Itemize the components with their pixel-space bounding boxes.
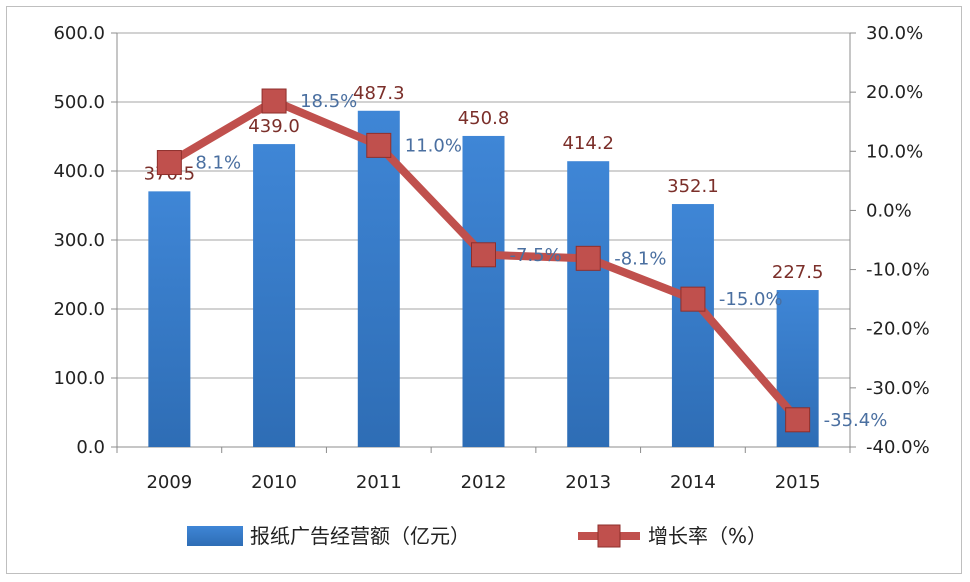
growth-rate-label: 18.5% <box>300 91 357 112</box>
x-tick-label: 2012 <box>461 472 507 493</box>
growth-rate-marker <box>261 88 287 114</box>
y-left-tick-label: 400.0 <box>53 161 105 182</box>
bar-value-label: 352.1 <box>667 176 719 197</box>
bar-value-label: 487.3 <box>353 83 405 104</box>
x-tick-label: 2011 <box>356 472 402 493</box>
x-tick-label: 2013 <box>565 472 611 493</box>
growth-rate-label: -15.0% <box>719 289 783 310</box>
bar <box>567 161 610 447</box>
legend-swatch-bar <box>187 526 243 546</box>
legend-swatch-marker <box>597 524 621 548</box>
y-left-tick-label: 600.0 <box>53 23 105 44</box>
y-right-tick-label: 0.0% <box>866 200 912 221</box>
growth-rate-label: 11.0% <box>405 135 462 156</box>
bar <box>253 144 296 447</box>
bar <box>671 204 714 447</box>
bar-value-label: 450.8 <box>458 108 510 129</box>
y-right-tick-label: 20.0% <box>866 82 923 103</box>
legend-label-bar: 报纸广告经营额（亿元） <box>250 524 470 548</box>
x-tick-label: 2015 <box>775 472 821 493</box>
x-tick-label: 2009 <box>146 472 192 493</box>
y-left-tick-label: 100.0 <box>53 368 105 389</box>
y-right-tick-label: 30.0% <box>866 23 923 44</box>
y-left-tick-label: 0.0 <box>76 437 105 458</box>
growth-rate-marker <box>471 242 496 268</box>
growth-rate-marker <box>575 245 601 271</box>
x-tick-label: 2014 <box>670 472 716 493</box>
bar <box>148 191 191 447</box>
y-left-tick-label: 500.0 <box>53 92 105 113</box>
x-tick-label: 2010 <box>251 472 297 493</box>
growth-rate-marker <box>366 132 392 158</box>
growth-rate-label: 8.1% <box>195 153 241 174</box>
growth-rate-label: -8.1% <box>614 248 666 269</box>
growth-rate-marker <box>785 407 811 433</box>
legend-label-line: 增长率（%） <box>648 524 767 548</box>
growth-rate-label: -7.5% <box>510 245 562 266</box>
y-left-tick-label: 300.0 <box>53 230 105 251</box>
growth-rate-marker <box>156 150 182 176</box>
growth-rate-marker <box>680 286 706 312</box>
bar-value-label: 439.0 <box>248 116 300 137</box>
bar-value-label: 414.2 <box>562 133 614 154</box>
y-right-tick-label: -40.0% <box>866 437 930 458</box>
y-right-tick-label: -20.0% <box>866 319 930 340</box>
y-right-tick-label: 10.0% <box>866 141 923 162</box>
growth-rate-label: -35.4% <box>824 410 888 431</box>
y-left-tick-label: 200.0 <box>53 299 105 320</box>
y-right-tick-label: -10.0% <box>866 260 930 281</box>
bar <box>357 110 400 447</box>
bar-value-label: 227.5 <box>772 262 824 283</box>
bar <box>462 135 505 447</box>
y-right-tick-label: -30.0% <box>866 378 930 399</box>
